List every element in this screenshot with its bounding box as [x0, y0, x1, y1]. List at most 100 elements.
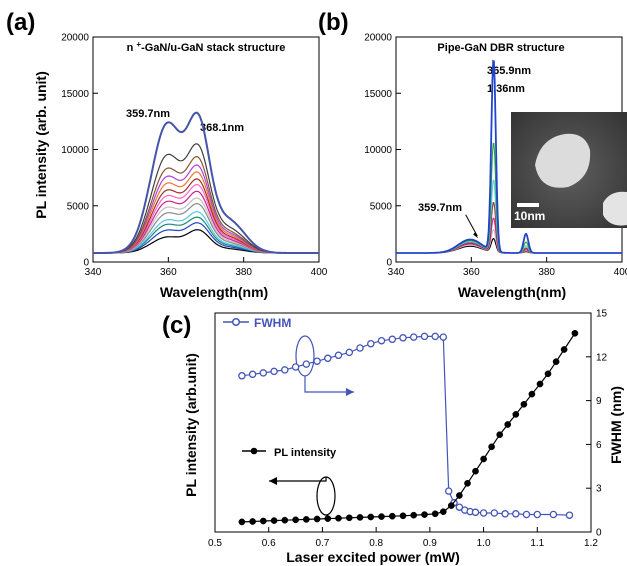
panel-c-fwhm-point [444, 487, 453, 495]
pl-arrow-line [269, 477, 327, 482]
panel-c-pl-point [488, 443, 495, 451]
panel-c-y2tick-label-1: 3 [596, 484, 602, 495]
pl-legend-marker [250, 447, 258, 455]
panel-a-title-rest: -GaN/u-GaN stack structure [141, 42, 285, 54]
panel-c-pl-point [544, 370, 552, 378]
panel-c-fwhm-point [238, 372, 246, 380]
panel-c-fwhm-point [377, 336, 386, 345]
panel-a-ytick-label-0: 0 [83, 258, 89, 269]
panel-c-fwhm-point [302, 360, 311, 368]
svg-text:n +-GaN/u-GaN stack stru: n +-GaN/u-GaN stack structure [127, 40, 286, 55]
panel-c-pl-legend: PL intensity [242, 447, 337, 459]
panel-c-y2tick-label-5: 15 [596, 309, 608, 320]
panel-c-fwhm-point [313, 357, 321, 365]
panel-c-pl-point [249, 518, 256, 525]
panel-c-y2label: FWHM (nm) [608, 386, 624, 464]
panel-b-ytick-label-4: 20000 [364, 33, 392, 44]
panel-a-xtick-label-3: 400 [311, 267, 328, 278]
panel-c-letter: (c) [162, 312, 191, 339]
panel-c-xtick-label-5: 1.0 [477, 538, 491, 549]
panel-c-fwhm-point [259, 369, 268, 377]
panel-c-fwhm-point [471, 508, 480, 517]
panel-a-letter: (a) [6, 9, 35, 36]
panel-c-fwhm-point [490, 509, 499, 517]
panel-c-pl-point [302, 516, 310, 523]
panel-c-fwhm-point [356, 344, 364, 352]
panel-a-peak1-label: 359.7nm [126, 108, 170, 120]
fwhm-arrowhead [346, 388, 354, 396]
panel-a-title-sup: + [136, 40, 141, 49]
panel-b-inset: 10nm [511, 112, 627, 228]
panel-b-letter: (b) [318, 9, 349, 36]
panel-c-pl-point [421, 511, 428, 518]
panel-c-pl-point [313, 515, 321, 523]
panel-c-pl-point [496, 431, 504, 439]
pl-ellipse [316, 476, 336, 516]
panel-c-fwhm-point [367, 339, 375, 348]
panel-c-frame [214, 312, 592, 533]
panel-b-xlabel: Wavelength(nm) [458, 284, 566, 300]
panel-b-ytick-label-0: 0 [386, 258, 392, 269]
panel-c-pl-point [345, 514, 353, 522]
panel-c-fwhm-point [324, 354, 332, 363]
panel-a-xtick-label-2: 380 [235, 267, 252, 278]
panel-c-fwhm-point [522, 510, 531, 519]
panel-c-fwhm-point [533, 510, 542, 519]
panel-c-fwhm-point [409, 333, 418, 341]
panel-c-fwhm-line [241, 335, 570, 516]
panel-c-pl-point [281, 516, 289, 524]
pl-arrowhead [269, 477, 277, 485]
panel-c-pl-point [367, 513, 375, 521]
panel-a-spectrum-5 [93, 197, 319, 254]
panel-b: (b) Wavelength(nm) Pipe-GaN DBR structur… [318, 9, 627, 300]
panel-b-xtick-label-0: 340 [388, 267, 405, 278]
panel-b-xtick-label-2: 380 [538, 267, 555, 278]
panel-b-shoulder-arrowhead [473, 232, 479, 239]
panel-c-fwhm-point [512, 510, 520, 518]
panel-c-xtick-label-3: 0.8 [369, 538, 383, 549]
panel-c-pl-point [431, 510, 439, 518]
panel-c-y2tick-label-3: 9 [596, 396, 602, 407]
fwhm-legend-label: FWHM [254, 316, 291, 330]
panel-c-pl-point [410, 511, 418, 519]
panel-c-pl-point [447, 502, 455, 509]
panel-c-xtick-label-0: 0.5 [208, 538, 222, 549]
pl-legend-label: PL intensity [274, 447, 337, 459]
panel-c-pl-point [571, 329, 579, 337]
panel-c-pl-point [378, 513, 385, 520]
panel-a-spectrum-13 [93, 111, 319, 254]
panel-c-fwhm-point [431, 332, 439, 341]
panel-b-shoulder-arrow [465, 214, 478, 237]
inset-particle-1 [535, 133, 591, 188]
panel-c-pl-point [439, 508, 447, 516]
panel-c-pl-pointer [269, 476, 336, 516]
panel-c-pl-point [560, 346, 568, 353]
panel-c-fwhm-point [565, 511, 574, 519]
panel-c-fwhm-point [291, 363, 300, 371]
panel-c-fwhm-pointer [295, 335, 354, 396]
panel-c-pl-point [464, 479, 471, 487]
inset-particle-2 [603, 191, 627, 226]
panel-c-pl-point [292, 516, 299, 524]
panel-c-fwhm-point [388, 335, 397, 344]
panel-c-y2tick-label-0: 0 [596, 528, 602, 539]
panel-c-fwhm-point [334, 351, 343, 360]
panel-a-title: n +-GaN/u-GaN stack structure [127, 40, 286, 55]
panel-c-pl-point [456, 492, 463, 499]
panel-c-pl-point [238, 518, 246, 526]
fwhm-arrow-line [304, 376, 354, 393]
panel-a-peak2-label: 368.1nm [200, 122, 244, 134]
panel-c-pl-point [504, 421, 512, 428]
inset-scale-label: 10nm [514, 209, 545, 223]
panel-c-pl-point [324, 515, 332, 522]
panel-c-pl-line [241, 332, 576, 523]
panel-b-fwhm-label: 1.36nm [487, 83, 525, 95]
panel-a-xtick-label-0: 340 [85, 267, 102, 278]
panel-c-pl-point [335, 514, 342, 522]
panel-c-fwhm-point [270, 367, 278, 376]
panel-a-xtick-label-1: 360 [160, 267, 177, 278]
panel-c-xtick-label-1: 0.6 [262, 538, 276, 549]
panel-c-pl-point [356, 514, 364, 521]
panel-c-pl-point [520, 400, 528, 408]
panel-c-pl-point [399, 512, 407, 520]
